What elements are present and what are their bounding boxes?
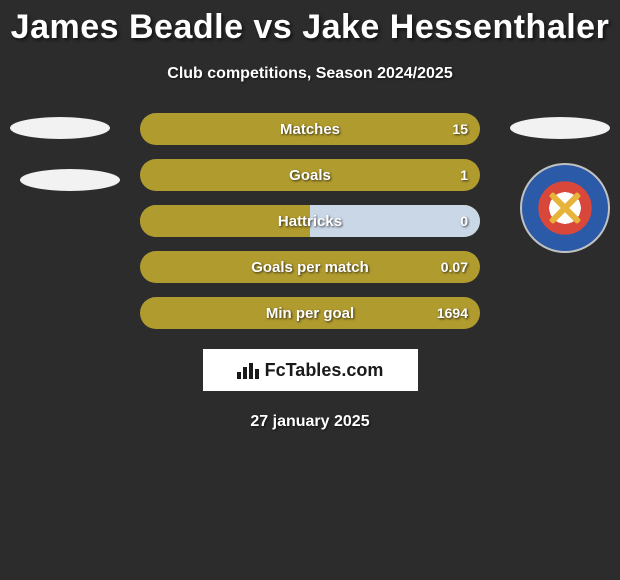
stat-row: Min per goal 1694: [10, 297, 610, 329]
stat-row: Goals per match 0.07: [10, 251, 610, 283]
stat-bar: Goals 1: [140, 159, 480, 191]
stats-area: Matches 15 Goals 1 Hattricks 0 Goals per match…: [0, 113, 620, 329]
stat-row: Matches 15: [10, 113, 610, 145]
stat-label: Min per goal: [266, 305, 354, 322]
stat-label: Goals per match: [251, 259, 369, 276]
fctables-logo[interactable]: FcTables.com: [203, 349, 418, 391]
stat-value-right: 0: [460, 213, 468, 229]
stat-bar: Hattricks 0: [140, 205, 480, 237]
stat-label: Matches: [280, 121, 340, 138]
logo-text: FcTables.com: [265, 360, 384, 381]
stat-bar: Matches 15: [140, 113, 480, 145]
stat-row: Hattricks 0: [10, 205, 610, 237]
stat-label: Hattricks: [278, 213, 342, 230]
page-title: James Beadle vs Jake Hessenthaler: [0, 0, 620, 47]
stat-bar: Min per goal 1694: [140, 297, 480, 329]
stat-bar: Goals per match 0.07: [140, 251, 480, 283]
stat-value-right: 1694: [437, 305, 468, 321]
stat-value-right: 15: [452, 121, 468, 137]
footer-date: 27 january 2025: [0, 413, 620, 431]
stat-value-right: 1: [460, 167, 468, 183]
page-subtitle: Club competitions, Season 2024/2025: [0, 65, 620, 83]
chart-icon: [237, 361, 259, 379]
stat-value-right: 0.07: [441, 259, 468, 275]
stat-label: Goals: [289, 167, 331, 184]
stat-row: Goals 1: [10, 159, 610, 191]
